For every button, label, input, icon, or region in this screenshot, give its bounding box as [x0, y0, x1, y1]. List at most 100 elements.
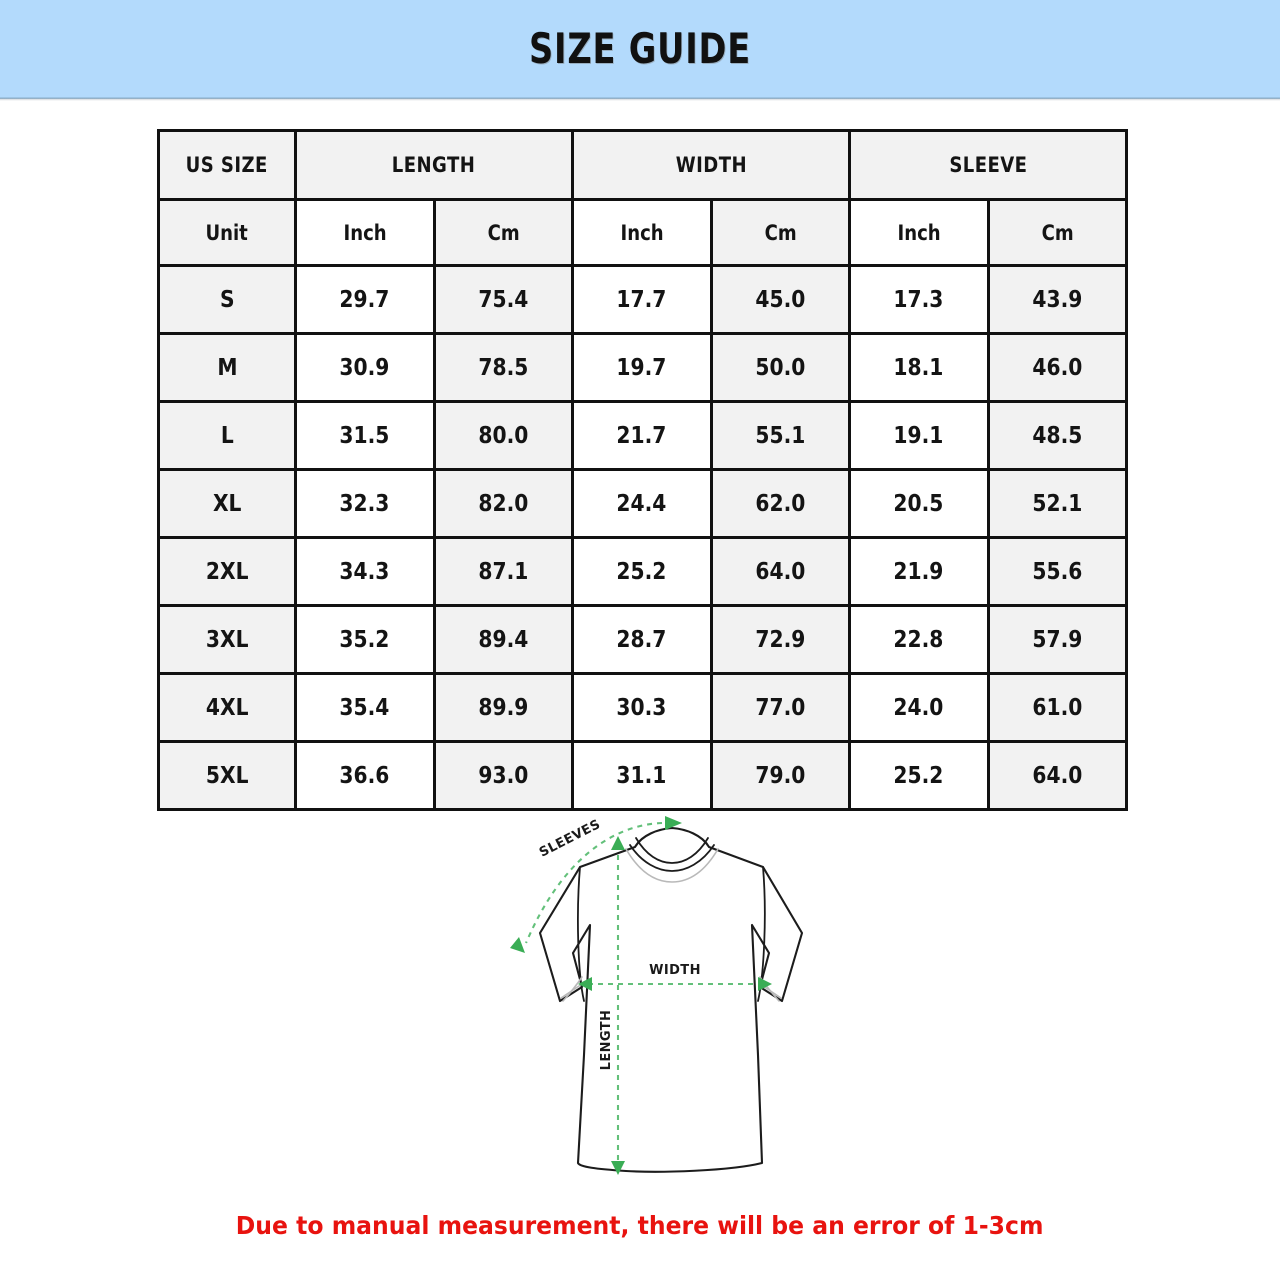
cell-width-inch: 17.7 [571, 264, 713, 335]
header-sleeve-cm: Cm [986, 198, 1129, 267]
cell-width-cm: 55.1 [709, 400, 852, 471]
cell-value: 32.3 [339, 490, 390, 517]
cell-value: 18.1 [893, 354, 944, 381]
cell-sleeve-cm: 64.0 [986, 740, 1129, 811]
cell-value: 64.0 [1032, 762, 1083, 789]
cell-value: 57.9 [1032, 626, 1083, 653]
cell-value: 62.0 [755, 490, 806, 517]
cell-value: 43.9 [1032, 286, 1083, 313]
cell-length-cm: 75.4 [432, 264, 575, 335]
cell-value: 72.9 [755, 626, 806, 653]
cell-value: 22.8 [893, 626, 944, 653]
sleeves-arrow-right-icon [665, 816, 682, 830]
cell-value: 77.0 [755, 694, 806, 721]
cell-size: 3XL [157, 604, 297, 675]
cell-value: 21.9 [893, 558, 944, 585]
table-row: 5XL 36.6 93.0 31.1 79.0 25.2 64.0 [157, 740, 1129, 811]
table-row: M 30.9 78.5 19.7 50.0 18.1 46.0 [157, 332, 1129, 403]
table-row: 4XL 35.4 89.9 30.3 77.0 24.0 61.0 [157, 672, 1129, 743]
cell-value: 35.4 [339, 694, 390, 721]
table-row: L 31.5 80.0 21.7 55.1 19.1 48.5 [157, 400, 1129, 471]
collar-arc-outer [629, 844, 715, 872]
table-row: 3XL 35.2 89.4 28.7 72.9 22.8 57.9 [157, 604, 1129, 675]
cell-value: 45.0 [755, 286, 806, 313]
cell-value: 17.7 [616, 286, 667, 313]
cell-value: L [220, 422, 234, 449]
cell-width-inch: 28.7 [571, 604, 713, 675]
cell-length-inch: 29.7 [294, 264, 436, 335]
cell-width-cm: 62.0 [709, 468, 852, 539]
cell-size: 4XL [157, 672, 297, 743]
cell-value: 34.3 [339, 558, 390, 585]
cell-value: 78.5 [478, 354, 529, 381]
cell-width-cm: 79.0 [709, 740, 852, 811]
cell-sleeve-inch: 20.5 [848, 468, 990, 539]
cell-value: 79.0 [755, 762, 806, 789]
cell-sleeve-inch: 17.3 [848, 264, 990, 335]
cell-sleeve-cm: 61.0 [986, 672, 1129, 743]
sleeves-measure-line [525, 821, 663, 944]
cell-sleeve-inch: 24.0 [848, 672, 990, 743]
cell-value: XL [212, 490, 242, 517]
cell-length-cm: 89.9 [432, 672, 575, 743]
sleeves-label: SLEEVES [537, 817, 603, 861]
cell-length-inch: 34.3 [294, 536, 436, 607]
cell-value: 4XL [205, 694, 249, 721]
length-arrow-bottom-icon [611, 1161, 625, 1175]
cell-value: 2XL [205, 558, 249, 585]
cell-width-inch: 31.1 [571, 740, 713, 811]
cell-value: 19.7 [616, 354, 667, 381]
cell-length-cm: 82.0 [432, 468, 575, 539]
cell-length-cm: 78.5 [432, 332, 575, 403]
cell-size: M [157, 332, 297, 403]
cell-value: 82.0 [478, 490, 529, 517]
width-arrow-right-icon [758, 977, 772, 991]
cell-width-inch: 21.7 [571, 400, 713, 471]
cell-width-cm: 64.0 [709, 536, 852, 607]
table-body: S 29.7 75.4 17.7 45.0 17.3 43.9 M 30.9 78.5 19.7 50… [157, 264, 1129, 811]
cell-size: S [157, 264, 297, 335]
size-chart-table: US SIZE LENGTH WIDTH SLEEVE Unit Inch Cm… [157, 129, 1129, 811]
cell-value: 3XL [205, 626, 249, 653]
cell-value: 5XL [205, 762, 249, 789]
cell-sleeve-inch: 19.1 [848, 400, 990, 471]
cell-length-inch: 31.5 [294, 400, 436, 471]
cell-value: 55.1 [755, 422, 806, 449]
header-length-cm: Cm [432, 198, 575, 267]
cell-length-inch: 30.9 [294, 332, 436, 403]
header-sleeve-inch: Inch [848, 198, 990, 267]
sleeve-seam-left [577, 866, 585, 1002]
cell-value: 25.2 [616, 558, 667, 585]
cell-value: 25.2 [893, 762, 944, 789]
header-width-cm: Cm [709, 198, 852, 267]
cell-value: 20.5 [893, 490, 944, 517]
cell-value: 61.0 [1032, 694, 1083, 721]
cell-width-cm: 45.0 [709, 264, 852, 335]
cell-value: 80.0 [478, 422, 529, 449]
table-header-unit-row: Unit Inch Cm Inch Cm Inch Cm [157, 198, 1129, 267]
cell-size: XL [157, 468, 297, 539]
page-title: SIZE GUIDE [529, 24, 751, 73]
cell-value: 46.0 [1032, 354, 1083, 381]
cell-value: 36.6 [339, 762, 390, 789]
sleeve-seam-right [757, 866, 766, 1002]
cell-size: 5XL [157, 740, 297, 811]
cell-value: 64.0 [755, 558, 806, 585]
cell-value: 48.5 [1032, 422, 1083, 449]
header-us-size: US SIZE [157, 129, 297, 201]
cell-length-inch: 32.3 [294, 468, 436, 539]
cell-value: M [216, 354, 238, 381]
cell-size: L [157, 400, 297, 471]
table-row: XL 32.3 82.0 24.4 62.0 20.5 52.1 [157, 468, 1129, 539]
cell-width-inch: 30.3 [571, 672, 713, 743]
cell-sleeve-cm: 46.0 [986, 332, 1129, 403]
cell-value: 30.9 [339, 354, 390, 381]
cell-length-cm: 89.4 [432, 604, 575, 675]
cell-width-cm: 77.0 [709, 672, 852, 743]
cell-value: 55.6 [1032, 558, 1083, 585]
table-header-group-row: US SIZE LENGTH WIDTH SLEEVE [157, 129, 1129, 201]
cell-sleeve-cm: 55.6 [986, 536, 1129, 607]
cell-sleeve-cm: 52.1 [986, 468, 1129, 539]
cell-value: 21.7 [616, 422, 667, 449]
cell-value: 24.4 [616, 490, 667, 517]
